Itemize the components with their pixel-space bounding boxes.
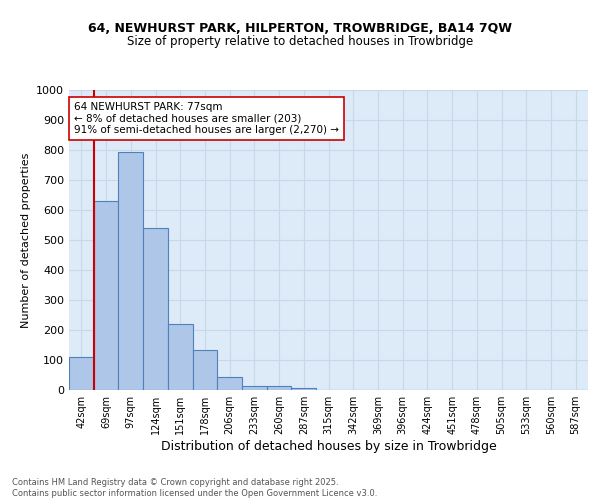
- Bar: [69, 357, 94, 390]
- Bar: [168, 324, 193, 390]
- Bar: [94, 201, 118, 390]
- Text: 64 NEWHURST PARK: 77sqm
← 8% of detached houses are smaller (203)
91% of semi-de: 64 NEWHURST PARK: 77sqm ← 8% of detached…: [74, 102, 339, 135]
- Bar: [267, 386, 292, 390]
- Bar: [292, 388, 316, 390]
- Text: Size of property relative to detached houses in Trowbridge: Size of property relative to detached ho…: [127, 36, 473, 49]
- Bar: [217, 378, 242, 390]
- Text: 64, NEWHURST PARK, HILPERTON, TROWBRIDGE, BA14 7QW: 64, NEWHURST PARK, HILPERTON, TROWBRIDGE…: [88, 22, 512, 36]
- Text: Contains HM Land Registry data © Crown copyright and database right 2025.
Contai: Contains HM Land Registry data © Crown c…: [12, 478, 377, 498]
- Bar: [143, 228, 168, 390]
- Y-axis label: Number of detached properties: Number of detached properties: [20, 152, 31, 328]
- Bar: [118, 152, 143, 390]
- X-axis label: Distribution of detached houses by size in Trowbridge: Distribution of detached houses by size …: [161, 440, 496, 453]
- Bar: [242, 386, 267, 390]
- Bar: [193, 350, 217, 390]
